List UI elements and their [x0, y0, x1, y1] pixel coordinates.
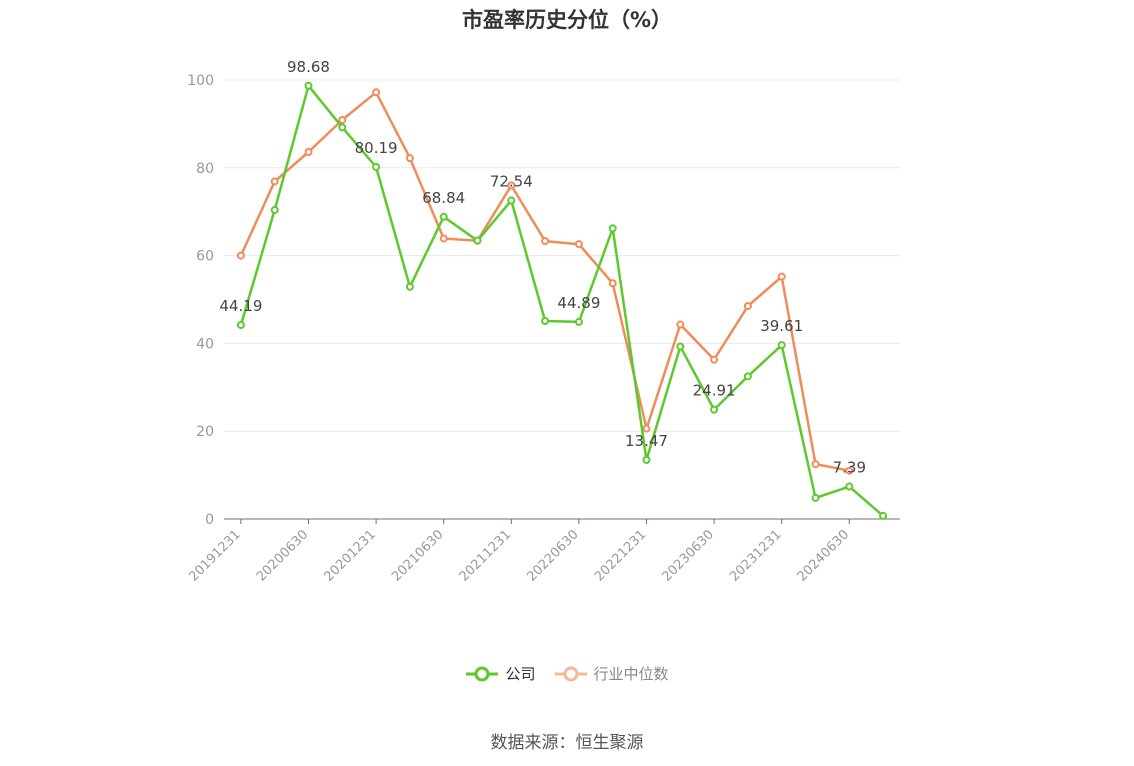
x-tick-label: 20230630 — [660, 527, 717, 584]
x-axis: 20191231 20200630 20201231 20210630 20211231… — [186, 518, 900, 585]
data-point-0-18 — [845, 482, 854, 491]
data-point-0-13 — [676, 342, 685, 351]
data-labels: 44.19 98.68 80.19 68.84 72.54 44.89 13.47 24.91… — [219, 58, 866, 477]
data-point-0-19 — [879, 511, 888, 520]
data-label: 44.19 — [219, 297, 262, 315]
data-point-0-6 — [439, 212, 448, 221]
y-tick-label: 0 — [205, 512, 214, 528]
data-point-0-3 — [338, 123, 347, 132]
chart-title: 市盈率历史分位（%） — [461, 8, 673, 32]
data-point-0-15 — [743, 372, 752, 381]
data-label: 7.39 — [833, 459, 866, 477]
data-point-0-17 — [811, 493, 820, 502]
data-point-1-8 — [507, 181, 516, 190]
series-line-1 — [239, 91, 850, 472]
data-point-1-15 — [743, 302, 752, 311]
data-point-1-11 — [608, 279, 617, 288]
data-point-1-5 — [405, 154, 414, 163]
data-point-1-16 — [777, 272, 786, 281]
x-tick-label: 20201231 — [322, 527, 379, 584]
data-point-0-1 — [270, 205, 279, 214]
x-tick-label: 20240630 — [795, 527, 852, 584]
data-point-1-4 — [372, 88, 381, 97]
y-tick-label: 40 — [196, 336, 214, 352]
y-tick-label: 60 — [196, 249, 214, 265]
data-point-1-14 — [710, 355, 719, 364]
data-point-1-10 — [574, 240, 583, 249]
x-tick-label: 20211231 — [457, 527, 514, 584]
data-label: 13.47 — [625, 432, 668, 450]
legend-label-company: 公司 — [505, 665, 536, 683]
legend: 公司 行业中位数 — [0, 664, 1134, 684]
data-label: 24.91 — [693, 382, 736, 400]
data-point-0-16 — [777, 341, 786, 350]
y-tick-label: 80 — [196, 161, 214, 177]
x-tick-label: 20220630 — [524, 527, 581, 584]
series-lines — [236, 81, 888, 520]
grid-lines — [224, 79, 900, 432]
data-point-1-17 — [811, 460, 820, 469]
data-point-1-3 — [338, 115, 347, 124]
data-point-0-9 — [541, 317, 550, 326]
x-tick-label: 20231231 — [727, 527, 784, 584]
data-point-1-18 — [845, 466, 854, 475]
data-label: 68.84 — [422, 189, 465, 207]
data-point-1-12 — [642, 424, 651, 433]
legend-label-industry-median: 行业中位数 — [593, 665, 669, 683]
data-point-1-13 — [676, 320, 685, 329]
data-point-1-6 — [439, 234, 448, 243]
data-label: 39.61 — [760, 317, 803, 335]
data-point-1-9 — [541, 237, 550, 246]
legend-item-company[interactable]: 公司 — [465, 664, 536, 684]
y-tick-label: 100 — [187, 73, 214, 89]
data-point-0-10 — [574, 317, 583, 326]
x-tick-label: 20191231 — [186, 527, 243, 584]
data-label: 80.19 — [355, 139, 398, 157]
data-label: 72.54 — [490, 173, 533, 191]
y-tick-label: 20 — [196, 424, 214, 440]
data-point-0-4 — [372, 162, 381, 171]
data-point-0-14 — [710, 405, 719, 414]
data-point-0-0 — [236, 321, 245, 330]
x-tick-label: 20221231 — [592, 527, 649, 584]
series-line-0 — [239, 84, 884, 517]
x-tick-label: 20200630 — [254, 527, 311, 584]
data-label: 98.68 — [287, 58, 330, 76]
x-tick-label: 20210630 — [389, 527, 446, 584]
data-point-0-2 — [304, 81, 313, 90]
legend-marker-industry-median — [554, 666, 587, 682]
data-point-1-2 — [304, 147, 313, 156]
data-point-0-8 — [507, 196, 516, 205]
data-point-1-1 — [270, 177, 279, 186]
data-point-1-0 — [236, 251, 245, 260]
data-point-0-5 — [405, 282, 414, 291]
data-source-note: 数据来源：恒生聚源 — [490, 733, 644, 753]
data-label: 44.89 — [557, 294, 600, 312]
legend-marker-company — [466, 666, 499, 682]
data-point-0-7 — [473, 236, 482, 245]
y-axis-ticks: 0 20 40 60 80 100 — [187, 73, 214, 528]
data-point-0-12 — [642, 455, 651, 464]
data-point-0-11 — [608, 224, 617, 233]
legend-item-industry-median[interactable]: 行业中位数 — [554, 664, 669, 684]
